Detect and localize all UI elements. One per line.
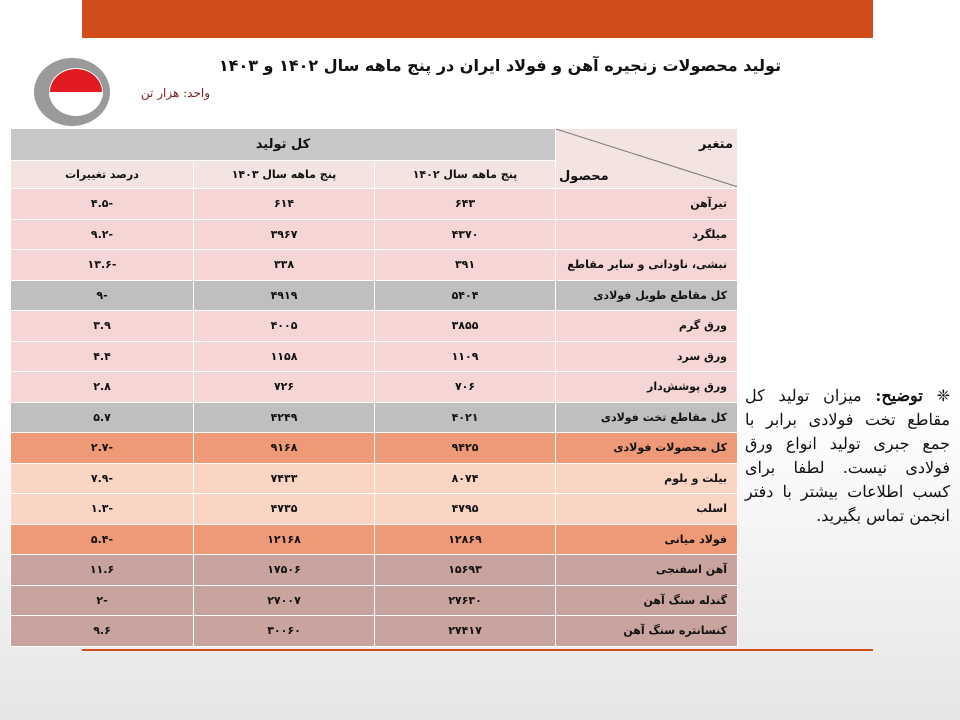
value-cell: ۱۱۵۸ xyxy=(193,340,376,372)
value-cell: ۳۳۸ xyxy=(193,249,376,281)
table-body: تیرآهن ۶۴۳ ۶۱۴ -۴.۵ میلگرد ۴۳۷۰ ۳۹۶۷ -۹.۲ نبشی، … xyxy=(9,188,739,647)
value-cell: ۶۴۳ xyxy=(374,188,557,220)
table-row: میلگرد ۴۳۷۰ ۳۹۶۷ -۹.۲ xyxy=(9,218,739,250)
column-header: درصد تغییرات xyxy=(9,160,195,189)
table-row: ورق گرم ۳۸۵۵ ۴۰۰۵ ۳.۹ xyxy=(9,310,739,342)
value-cell: ۴.۴ xyxy=(9,340,195,372)
column-header-row: پنج ماهه سال ۱۴۰۲ پنج ماهه سال ۱۴۰۳ درصد ت… xyxy=(9,160,738,189)
value-cell: ۷۰۶ xyxy=(374,371,557,403)
value-cell: ۴۷۹۵ xyxy=(374,493,557,525)
value-cell: -۲ xyxy=(9,584,195,616)
logo xyxy=(34,58,110,126)
corner-top: متغیر xyxy=(698,137,734,152)
product-cell: کل مقاطع طویل فولادی xyxy=(555,279,739,311)
value-cell: ۲۷۶۳۰ xyxy=(374,584,557,616)
value-cell: ۱۷۵۰۶ xyxy=(193,554,376,586)
corner-diagonal xyxy=(556,129,737,187)
value-cell: ۳.۹ xyxy=(9,310,195,342)
table-row: کل مقاطع تخت فولادی ۴۰۲۱ ۴۲۴۹ ۵.۷ xyxy=(9,401,739,433)
product-cell: کل محصولات فولادی xyxy=(555,432,739,464)
product-cell: ورق گرم xyxy=(555,310,739,342)
table-row: کل مقاطع طویل فولادی ۵۴۰۴ ۴۹۱۹ -۹ xyxy=(9,279,739,311)
table-row: فولاد میانی ۱۲۸۶۹ ۱۲۱۶۸ -۵.۴ xyxy=(9,523,739,555)
title: تولید محصولات زنجیره آهن و فولاد ایران د… xyxy=(218,56,782,75)
value-cell: ۳۰۰۶۰ xyxy=(193,615,376,647)
value-cell: ۹.۶ xyxy=(9,615,195,647)
value-cell: -۹.۲ xyxy=(9,218,195,250)
value-cell: ۲۷۴۱۷ xyxy=(374,615,557,647)
product-cell: آهن اسفنجی xyxy=(555,554,739,586)
value-cell: -۹ xyxy=(9,279,195,311)
value-cell: -۲.۷ xyxy=(9,432,195,464)
product-cell: تیرآهن xyxy=(555,188,739,220)
top-bar xyxy=(82,0,873,38)
value-cell: -۷.۹ xyxy=(9,462,195,494)
group-header: کل تولید xyxy=(9,128,557,161)
value-cell: ۹۴۲۵ xyxy=(374,432,557,464)
table-row: گندله سنگ آهن ۲۷۶۳۰ ۲۷۰۰۷ -۲ xyxy=(9,584,739,616)
value-cell: ۴۰۰۵ xyxy=(193,310,376,342)
table-row: اسلب ۴۷۹۵ ۴۷۳۵ -۱.۳ xyxy=(9,493,739,525)
value-cell: ۸۰۷۴ xyxy=(374,462,557,494)
value-cell: ۳۸۵۵ xyxy=(374,310,557,342)
table-row: کنسانتره سنگ آهن ۲۷۴۱۷ ۳۰۰۶۰ ۹.۶ xyxy=(9,615,739,647)
production-table: متغیر محصول کل تولید پنج ماهه سال ۱۴۰۲ پن… xyxy=(9,128,739,647)
table-wrap: متغیر محصول کل تولید پنج ماهه سال ۱۴۰۲ پن… xyxy=(9,128,739,647)
value-cell: ۲.۸ xyxy=(9,371,195,403)
table-row: نبشی، ناودانی و سایر مقاطع ۳۹۱ ۳۳۸ -۱۳.۶ xyxy=(9,249,739,281)
value-cell: ۴۳۷۰ xyxy=(374,218,557,250)
value-cell: ۴۷۳۵ xyxy=(193,493,376,525)
value-cell: -۱۳.۶ xyxy=(9,249,195,281)
value-cell: ۴۲۴۹ xyxy=(193,401,376,433)
value-cell: ۵.۷ xyxy=(9,401,195,433)
value-cell: ۳۹۶۷ xyxy=(193,218,376,250)
product-cell: ورق سرد xyxy=(555,340,739,372)
product-cell: کل مقاطع تخت فولادی xyxy=(555,401,739,433)
value-cell: ۳۹۱ xyxy=(374,249,557,281)
product-cell: کنسانتره سنگ آهن xyxy=(555,615,739,647)
value-cell: ۴۰۲۱ xyxy=(374,401,557,433)
corner-bottom: محصول xyxy=(559,169,609,184)
table-row: تیرآهن ۶۴۳ ۶۱۴ -۴.۵ xyxy=(9,188,739,220)
value-cell: ۷۴۳۳ xyxy=(193,462,376,494)
value-cell: -۵.۴ xyxy=(9,523,195,555)
product-cell: ورق پوشش‌دار xyxy=(555,371,739,403)
table-row: ورق سرد ۱۱۰۹ ۱۱۵۸ ۴.۴ xyxy=(9,340,739,372)
product-cell: نبشی، ناودانی و سایر مقاطع xyxy=(555,249,739,281)
value-cell: ۱۵۶۹۳ xyxy=(374,554,557,586)
value-cell: ۱۱۰۹ xyxy=(374,340,557,372)
value-cell: ۱۲۱۶۸ xyxy=(193,523,376,555)
bottom-line xyxy=(82,649,873,651)
column-header: پنج ماهه سال ۱۴۰۳ xyxy=(193,160,376,189)
table-row: کل محصولات فولادی ۹۴۲۵ ۹۱۶۸ -۲.۷ xyxy=(9,432,739,464)
product-cell: میلگرد xyxy=(555,218,739,250)
value-cell: ۹۱۶۸ xyxy=(193,432,376,464)
value-cell: -۱.۳ xyxy=(9,493,195,525)
table-row: آهن اسفنجی ۱۵۶۹۳ ۱۷۵۰۶ ۱۱.۶ xyxy=(9,554,739,586)
note-text: میزان تولید کل مقاطع تخت فولادی برابر با… xyxy=(745,386,950,525)
note-label: توضیح: xyxy=(875,386,923,405)
table-row: بیلت و بلوم ۸۰۷۴ ۷۴۳۳ -۷.۹ xyxy=(9,462,739,494)
value-cell: ۵۴۰۴ xyxy=(374,279,557,311)
column-header: پنج ماهه سال ۱۴۰۲ xyxy=(374,160,557,189)
value-cell: ۱۲۸۶۹ xyxy=(374,523,557,555)
note: ❈ توضیح: میزان تولید کل مقاطع تخت فولادی… xyxy=(745,386,950,525)
value-cell: ۲۷۰۰۷ xyxy=(193,584,376,616)
table-row: ورق پوشش‌دار ۷۰۶ ۷۲۶ ۲.۸ xyxy=(9,371,739,403)
product-cell: فولاد میانی xyxy=(555,523,739,555)
value-cell: ۷۲۶ xyxy=(193,371,376,403)
value-cell: -۴.۵ xyxy=(9,188,195,220)
corner-cell: متغیر محصول xyxy=(555,128,739,189)
value-cell: ۱۱.۶ xyxy=(9,554,195,586)
product-cell: اسلب xyxy=(555,493,739,525)
value-cell: ۶۱۴ xyxy=(193,188,376,220)
product-cell: بیلت و بلوم xyxy=(555,462,739,494)
value-cell: ۴۹۱۹ xyxy=(193,279,376,311)
unit: واحد: هزار تن xyxy=(140,86,210,100)
product-cell: گندله سنگ آهن xyxy=(555,584,739,616)
